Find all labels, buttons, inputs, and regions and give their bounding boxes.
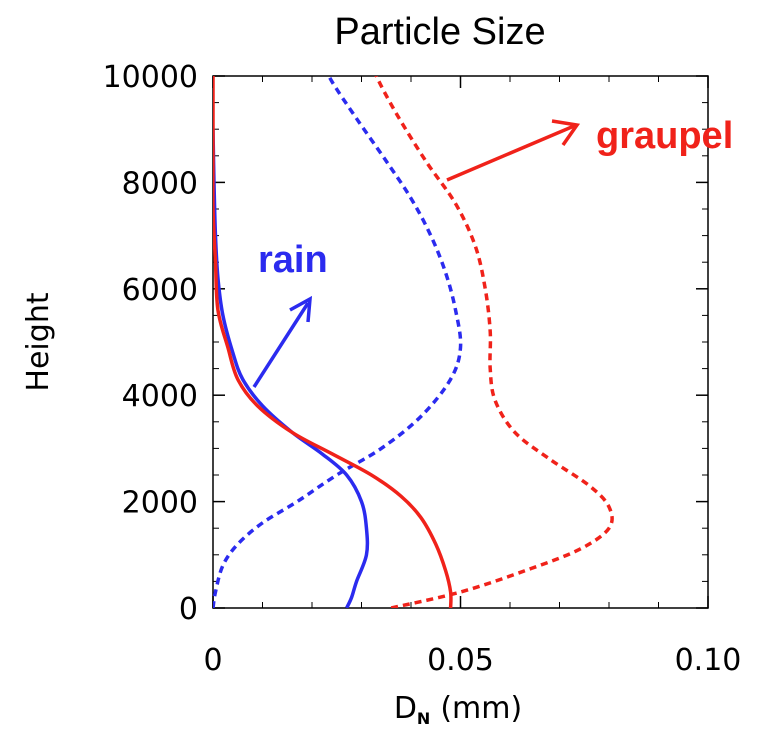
x-tick-label: 0.10 xyxy=(675,643,742,678)
y-axis-label: Height xyxy=(21,292,56,391)
axis-ticks: 0 0.05 0.10 0 2000 4000 6000 8000 10000 xyxy=(103,60,742,678)
graupel-annotation: graupel xyxy=(596,115,733,157)
chart-title: Particle Size xyxy=(334,11,545,53)
y-tick-label: 8000 xyxy=(122,166,198,201)
y-tick-label: 10000 xyxy=(103,60,198,95)
x-axis-label-main: D xyxy=(394,691,417,726)
y-tick-label: 0 xyxy=(179,592,198,627)
x-axis-label-subscript: N xyxy=(417,709,430,728)
annotation-arrows xyxy=(252,119,581,388)
x-tick-label: 0.05 xyxy=(427,643,494,678)
x-tick-label: 0 xyxy=(203,643,222,678)
data-series xyxy=(213,76,614,608)
y-tick-label: 6000 xyxy=(122,273,198,308)
rain-annotation: rain xyxy=(258,239,328,281)
x-axis-label: DN (mm) xyxy=(394,691,522,728)
rain-dashed-line xyxy=(213,76,463,608)
rain-arrow-head xyxy=(289,295,313,323)
graupel-arrow-head xyxy=(551,119,581,147)
rain-arrow-line xyxy=(252,302,310,388)
x-axis-label-unit: (mm) xyxy=(440,691,522,726)
y-tick-label: 4000 xyxy=(122,379,198,414)
y-tick-label: 2000 xyxy=(122,486,198,521)
graupel-arrow-line xyxy=(446,124,575,182)
graupel-dashed-line xyxy=(374,76,614,608)
graupel-solid-line xyxy=(213,76,453,608)
rain-solid-line xyxy=(213,129,370,608)
